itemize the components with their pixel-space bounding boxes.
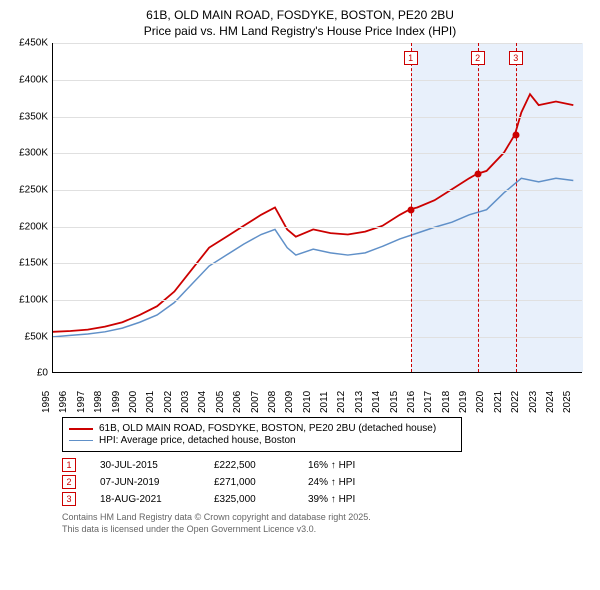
x-tick-label: 2013 (354, 391, 365, 413)
y-tick-label: £100K (19, 294, 48, 305)
transaction-price: £222,500 (214, 460, 284, 471)
transaction-pct: 39% ↑ HPI (308, 494, 398, 505)
transaction-date: 30-JUL-2015 (100, 460, 190, 471)
y-tick-label: £450K (19, 38, 48, 49)
x-tick-label: 2024 (545, 391, 556, 413)
x-tick-label: 2019 (458, 391, 469, 413)
x-tick-label: 2020 (475, 391, 486, 413)
transaction-date: 18-AUG-2021 (100, 494, 190, 505)
x-tick-label: 2007 (250, 391, 261, 413)
x-tick-label: 2005 (215, 391, 226, 413)
x-tick-label: 2012 (336, 391, 347, 413)
legend-item: 61B, OLD MAIN ROAD, FOSDYKE, BOSTON, PE2… (69, 423, 455, 434)
x-tick-label: 1996 (58, 391, 69, 413)
marker-label: 1 (404, 51, 418, 65)
legend-label: HPI: Average price, detached house, Bost… (99, 435, 296, 446)
transaction-id: 2 (62, 475, 76, 489)
x-tick-label: 2000 (128, 391, 139, 413)
transaction-row: 2 07-JUN-2019 £271,000 24% ↑ HPI (62, 475, 562, 489)
transaction-id: 1 (62, 458, 76, 472)
marker-vline (516, 43, 517, 372)
series-line-price_paid (53, 94, 573, 332)
transaction-row: 1 30-JUL-2015 £222,500 16% ↑ HPI (62, 458, 562, 472)
transaction-id: 3 (62, 492, 76, 506)
transaction-row: 3 18-AUG-2021 £325,000 39% ↑ HPI (62, 492, 562, 506)
x-tick-label: 2018 (441, 391, 452, 413)
title-line-2: Price paid vs. HM Land Registry's House … (10, 24, 590, 40)
x-axis: 1995199619971998199920002001200220032004… (52, 373, 582, 413)
x-tick-label: 2025 (562, 391, 573, 413)
legend-swatch (69, 428, 93, 430)
marker-dot (407, 207, 414, 214)
x-tick-label: 2010 (302, 391, 313, 413)
y-tick-label: £0 (37, 368, 48, 379)
x-tick-label: 2023 (528, 391, 539, 413)
transaction-pct: 24% ↑ HPI (308, 477, 398, 488)
x-tick-label: 2016 (406, 391, 417, 413)
marker-vline (478, 43, 479, 372)
x-tick-label: 2004 (197, 391, 208, 413)
gridline (53, 190, 582, 191)
y-tick-label: £300K (19, 148, 48, 159)
x-tick-label: 1997 (76, 391, 87, 413)
title-line-1: 61B, OLD MAIN ROAD, FOSDYKE, BOSTON, PE2… (10, 8, 590, 24)
marker-label: 2 (471, 51, 485, 65)
gridline (53, 337, 582, 338)
x-tick-label: 2001 (145, 391, 156, 413)
gridline (53, 263, 582, 264)
chart-title: 61B, OLD MAIN ROAD, FOSDYKE, BOSTON, PE2… (10, 8, 590, 39)
series-line-hpi (53, 178, 573, 337)
gridline (53, 227, 582, 228)
x-tick-label: 2006 (232, 391, 243, 413)
x-tick-label: 2021 (493, 391, 504, 413)
gridline (53, 153, 582, 154)
legend-item: HPI: Average price, detached house, Bost… (69, 435, 455, 446)
legend-label: 61B, OLD MAIN ROAD, FOSDYKE, BOSTON, PE2… (99, 423, 436, 434)
y-tick-label: £400K (19, 74, 48, 85)
gridline (53, 300, 582, 301)
footer-attribution: Contains HM Land Registry data © Crown c… (62, 512, 590, 535)
gridline (53, 80, 582, 81)
y-tick-label: £150K (19, 258, 48, 269)
chart-container: 61B, OLD MAIN ROAD, FOSDYKE, BOSTON, PE2… (0, 0, 600, 536)
chart-area: £0 £50K £100K £150K £200K £250K £300K £350K £400… (10, 43, 590, 413)
gridline (53, 117, 582, 118)
x-tick-label: 2002 (163, 391, 174, 413)
x-tick-label: 2014 (371, 391, 382, 413)
marker-label: 3 (509, 51, 523, 65)
x-tick-label: 2015 (389, 391, 400, 413)
footer-line-2: This data is licensed under the Open Gov… (62, 524, 590, 536)
x-tick-label: 2011 (319, 392, 330, 414)
plot-area: 1 2 3 (52, 43, 582, 373)
transaction-date: 07-JUN-2019 (100, 477, 190, 488)
x-tick-label: 1995 (41, 391, 52, 413)
x-tick-label: 1998 (93, 391, 104, 413)
transaction-pct: 16% ↑ HPI (308, 460, 398, 471)
footer-line-1: Contains HM Land Registry data © Crown c… (62, 512, 590, 524)
x-tick-label: 2022 (510, 391, 521, 413)
line-svg (53, 43, 582, 372)
marker-dot (512, 131, 519, 138)
gridline (53, 43, 582, 44)
y-tick-label: £50K (25, 331, 48, 342)
x-tick-label: 2008 (267, 391, 278, 413)
legend-swatch (69, 440, 93, 442)
marker-dot (474, 171, 481, 178)
x-tick-label: 2009 (284, 391, 295, 413)
x-tick-label: 2003 (180, 391, 191, 413)
transactions-table: 1 30-JUL-2015 £222,500 16% ↑ HPI 2 07-JUN-201… (62, 458, 562, 506)
y-tick-label: £200K (19, 221, 48, 232)
x-tick-label: 2017 (423, 391, 434, 413)
x-tick-label: 1999 (111, 391, 122, 413)
y-tick-label: £250K (19, 184, 48, 195)
transaction-price: £271,000 (214, 477, 284, 488)
legend: 61B, OLD MAIN ROAD, FOSDYKE, BOSTON, PE2… (62, 417, 462, 452)
y-tick-label: £350K (19, 111, 48, 122)
y-axis: £0£50K£100K£150K£200K£250K£300K£350K£400… (10, 43, 50, 373)
transaction-price: £325,000 (214, 494, 284, 505)
